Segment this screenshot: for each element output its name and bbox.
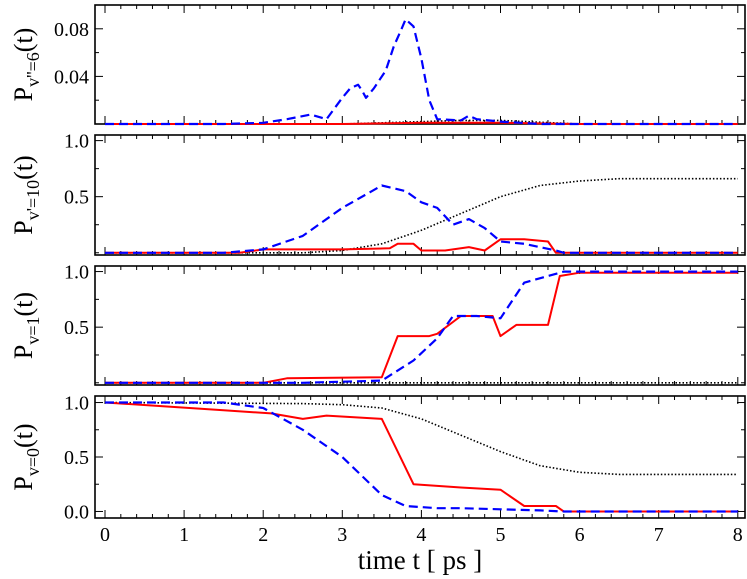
panel-frame <box>94 395 746 519</box>
x-tick-label: 3 <box>337 524 347 546</box>
y-label-tail: (t) <box>9 423 38 448</box>
y-axis-label: Pv''=6(t) <box>9 28 43 102</box>
panels-group: 0.040.08Pv''=6(t)0.51.0Pv'=10(t)0.51.0Pv… <box>9 4 746 523</box>
x-tick-label: 2 <box>258 524 268 546</box>
y-tick-label: 0.5 <box>64 187 89 209</box>
panel-0: 0.04 0.08 Pv''=6(t) <box>9 4 746 126</box>
x-tick-label: 0 <box>100 524 110 546</box>
y-label-main: P <box>9 87 38 101</box>
y-tick-label: 0.0 <box>64 501 89 523</box>
y-axis-label: Pv'=10(t) <box>9 155 43 234</box>
x-axis-label: time t [ ps ] <box>358 545 482 575</box>
y-axis-label: Pv=1(t) <box>9 292 43 359</box>
x-tick-label: 8 <box>733 524 743 546</box>
series-dashed-line <box>105 401 738 513</box>
y-label-tail: (t) <box>9 292 38 317</box>
x-tick-label: 6 <box>575 524 585 546</box>
x-tick-label: 5 <box>496 524 506 546</box>
series-dashed-line <box>105 18 738 126</box>
x-tick-label: 4 <box>416 524 426 546</box>
y-tick-label: 1.0 <box>64 131 89 153</box>
x-tick-label: 7 <box>654 524 664 546</box>
series-solid-line <box>104 401 738 513</box>
y-tick-label: 0.5 <box>64 447 89 469</box>
series-dotted-line <box>104 401 738 476</box>
y-label-subscript: v=0 <box>23 448 43 476</box>
x-tick-label: 1 <box>179 524 189 546</box>
panel-frame <box>94 4 746 125</box>
y-label-subscript: v'=10 <box>23 180 43 220</box>
y-tick-label: 1.0 <box>64 393 89 415</box>
series-dotted-line <box>105 177 738 254</box>
y-tick-label: 0.5 <box>64 317 89 339</box>
y-axis-label: Pv=0(t) <box>9 423 43 490</box>
series-solid-line <box>105 238 738 254</box>
panel-frame <box>94 265 746 386</box>
series-dashed-line <box>105 270 738 384</box>
y-label-main: P <box>9 220 38 234</box>
x-tick-labels: 0 1 2 3 4 5 6 7 8 <box>100 524 743 546</box>
panel-3: 0.0 0.5 1.0 Pv=0(t) <box>9 393 746 523</box>
panel-2: 0.5 1.0 Pv=1(t) <box>9 262 746 386</box>
panel-1: 0.5 1.0 Pv'=10(t) <box>9 131 746 256</box>
y-tick-label: 0.04 <box>54 66 89 88</box>
y-label-tail: (t) <box>9 28 38 53</box>
y-label-main: P <box>9 476 38 490</box>
series-solid-line <box>105 271 738 384</box>
panel-frame <box>94 134 746 256</box>
y-label-subscript: v''=6 <box>23 52 43 87</box>
series-dashed-line <box>105 184 738 254</box>
y-label-tail: (t) <box>9 155 38 180</box>
y-label-main: P <box>9 345 38 359</box>
y-label-subscript: v=1 <box>23 316 43 344</box>
y-tick-label: 1.0 <box>64 262 89 284</box>
y-tick-label: 0.08 <box>54 19 89 41</box>
